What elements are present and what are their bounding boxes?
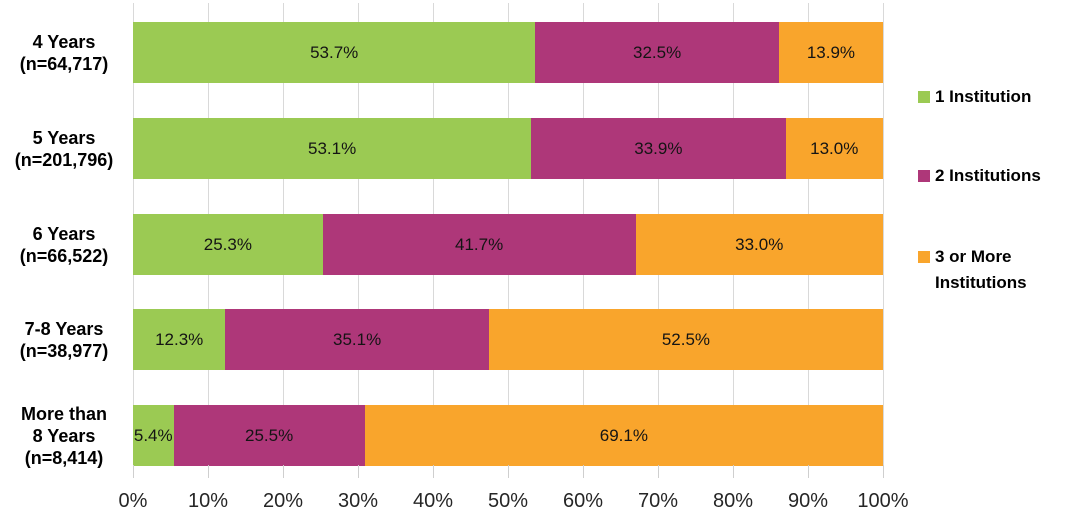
x-tick bbox=[283, 465, 284, 478]
legend-item-2-institutions: 2 Institutions bbox=[918, 163, 1041, 189]
x-axis-label: 100% bbox=[857, 490, 909, 512]
x-axis-label: 40% bbox=[412, 490, 454, 512]
bar-segment-1-institution: 25.3% bbox=[133, 214, 323, 275]
plot-area: 53.7% 32.5% 13.9% 53.1% 33.9% 13.0% 25.3% 41.7%… bbox=[133, 3, 884, 466]
bar-value-label: 41.7% bbox=[455, 234, 504, 254]
x-tick bbox=[733, 465, 734, 478]
bar-segment-3-or-more-institutions: 69.1% bbox=[364, 405, 883, 466]
category-label-line: (n=201,796) bbox=[14, 149, 114, 170]
bar-segment-2-institutions: 35.1% bbox=[225, 309, 489, 370]
bar-value-label: 35.1% bbox=[333, 329, 382, 349]
bar-value-label: 69.1% bbox=[599, 425, 648, 445]
bar-segment-3-or-more-institutions: 33.0% bbox=[635, 214, 883, 275]
bar-value-label: 5.4% bbox=[133, 425, 173, 445]
bar-value-label: 13.0% bbox=[810, 138, 859, 158]
gridline bbox=[883, 3, 884, 465]
bar-value-label: 32.5% bbox=[632, 42, 682, 62]
category-label: 7-8 Years (n=38,977) bbox=[0, 309, 128, 370]
x-tick bbox=[208, 465, 209, 478]
bar-segment-3-or-more-institutions: 13.0% bbox=[785, 118, 883, 179]
category-label-line: 5 Years bbox=[32, 127, 96, 148]
x-axis-label: 0% bbox=[118, 490, 148, 512]
bar-segment-2-institutions: 41.7% bbox=[322, 214, 636, 275]
bar-segment-1-institution: 5.4% bbox=[133, 405, 174, 466]
legend-label-line: 3 or More bbox=[935, 247, 1012, 266]
bar-value-label: 25.5% bbox=[245, 425, 294, 445]
x-tick bbox=[133, 465, 134, 478]
bar-segment-1-institution: 53.7% bbox=[133, 22, 536, 83]
bar-segment-3-or-more-institutions: 13.9% bbox=[778, 22, 883, 83]
category-label-line: 4 Years bbox=[32, 31, 96, 52]
bar-segment-2-institutions: 25.5% bbox=[173, 405, 365, 466]
x-tick bbox=[808, 465, 809, 478]
category-label-line: 8 Years bbox=[32, 425, 96, 446]
bar-value-label: 33.9% bbox=[634, 138, 683, 158]
bar-value-label: 53.7% bbox=[310, 42, 359, 62]
legend-swatch bbox=[918, 170, 930, 182]
bar-value-label: 53.1% bbox=[308, 138, 357, 158]
x-tick bbox=[508, 465, 509, 478]
legend-label: 2 Institutions bbox=[935, 163, 1041, 189]
category-label: 6 Years (n=66,522) bbox=[0, 214, 128, 275]
x-tick bbox=[358, 465, 359, 478]
category-label-line: (n=66,522) bbox=[19, 245, 109, 266]
x-tick bbox=[658, 465, 659, 478]
legend-label-line: 2 Institutions bbox=[935, 166, 1041, 185]
category-label-line: (n=38,977) bbox=[19, 340, 109, 361]
bar-segment-2-institutions: 32.5% bbox=[535, 22, 779, 83]
x-axis-label: 30% bbox=[337, 490, 379, 512]
legend-swatch bbox=[918, 91, 930, 103]
x-axis-label: 60% bbox=[562, 490, 604, 512]
bar-value-label: 25.3% bbox=[203, 234, 252, 254]
x-axis-label: 10% bbox=[187, 490, 229, 512]
bar-row: 53.7% 32.5% 13.9% bbox=[133, 22, 883, 83]
category-label-line: 7-8 Years bbox=[24, 318, 104, 339]
legend-item-1-institution: 1 Institution bbox=[918, 84, 1031, 110]
legend-label: 3 or More Institutions bbox=[935, 244, 1027, 296]
legend-item-3-or-more-institutions: 3 or More Institutions bbox=[918, 244, 1027, 296]
x-axis-ticks bbox=[133, 465, 884, 478]
x-tick bbox=[583, 465, 584, 478]
bar-row: 12.3% 35.1% 52.5% bbox=[133, 309, 883, 370]
bar-row: 53.1% 33.9% 13.0% bbox=[133, 118, 883, 179]
bar-segment-1-institution: 12.3% bbox=[133, 309, 226, 370]
category-label-line: More than bbox=[20, 403, 107, 424]
x-tick bbox=[433, 465, 434, 478]
bar-segment-2-institutions: 33.9% bbox=[531, 118, 786, 179]
category-label: 4 Years (n=64,717) bbox=[0, 22, 128, 83]
bar-value-label: 12.3% bbox=[155, 329, 204, 349]
category-label-line: (n=64,717) bbox=[19, 53, 109, 74]
bar-segment-3-or-more-institutions: 52.5% bbox=[488, 309, 883, 370]
x-axis-label: 70% bbox=[637, 490, 679, 512]
bar-row: 25.3% 41.7% 33.0% bbox=[133, 214, 883, 275]
x-axis-labels: 0% 10% 20% 30% 40% 50% 60% 70% 80% 90% 100% bbox=[119, 490, 909, 514]
bar-value-label: 52.5% bbox=[661, 329, 711, 349]
legend-label-line: 1 Institution bbox=[935, 87, 1032, 106]
category-label-line: 6 Years bbox=[32, 223, 96, 244]
category-label: 5 Years (n=201,796) bbox=[0, 118, 128, 179]
category-label-line: (n=8,414) bbox=[24, 447, 104, 468]
x-axis-label: 80% bbox=[712, 490, 754, 512]
x-axis-label: 50% bbox=[487, 490, 529, 512]
legend-swatch bbox=[918, 251, 930, 263]
category-label: More than 8 Years (n=8,414) bbox=[0, 403, 128, 468]
legend-label-line: Institutions bbox=[935, 273, 1027, 292]
bar-row: 5.4% 25.5% 69.1% bbox=[133, 405, 883, 466]
x-tick bbox=[883, 465, 884, 478]
bar-value-label: 33.0% bbox=[735, 234, 784, 254]
x-axis-label: 90% bbox=[787, 490, 829, 512]
legend-label: 1 Institution bbox=[935, 84, 1031, 110]
x-axis-label: 20% bbox=[262, 490, 304, 512]
bar-value-label: 13.9% bbox=[806, 42, 856, 62]
bar-segment-1-institution: 53.1% bbox=[133, 118, 532, 179]
